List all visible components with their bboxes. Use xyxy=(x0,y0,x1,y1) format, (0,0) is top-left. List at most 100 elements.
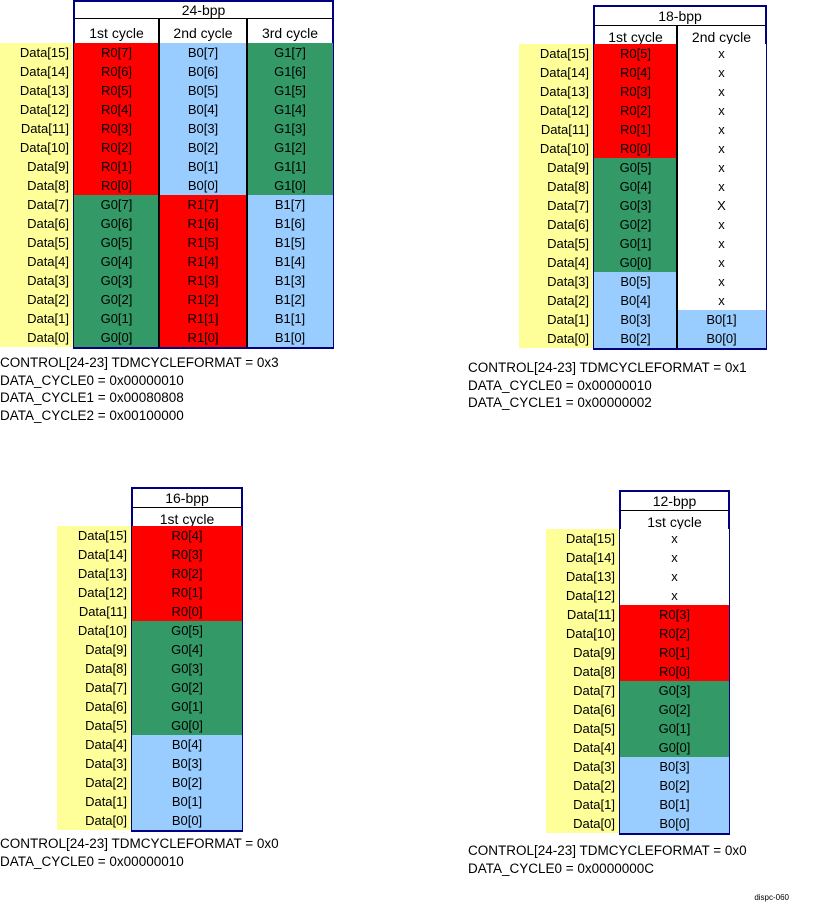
data-line-label: Data[0] xyxy=(519,329,593,348)
bit-cell: B0[3] xyxy=(594,310,677,329)
column-divider xyxy=(158,19,160,347)
register-setting: DATA_CYCLE1 = 0x00080808 xyxy=(0,390,184,405)
data-line-label: Data[14] xyxy=(519,63,593,82)
column-divider xyxy=(676,26,678,348)
bit-cell: G0[2] xyxy=(132,678,242,697)
data-line-label: Data[4] xyxy=(0,252,73,271)
data-line-label: Data[7] xyxy=(546,681,619,700)
data-line-label: Data[15] xyxy=(546,529,619,548)
bit-cell: B0[2] xyxy=(132,773,242,792)
bit-cell: R1[1] xyxy=(159,309,247,328)
register-setting: CONTROL[24-23] TDMCYCLEFORMAT = 0x1 xyxy=(468,360,747,375)
bit-cell: B0[5] xyxy=(594,272,677,291)
bit-cell: G0[3] xyxy=(132,659,242,678)
data-line-label: Data[4] xyxy=(57,735,131,754)
bit-cell: x xyxy=(620,529,729,548)
bit-cell: B1[2] xyxy=(247,290,333,309)
data-line-label: Data[6] xyxy=(546,700,619,719)
column-divider xyxy=(246,19,248,347)
data-line-label: Data[12] xyxy=(57,583,131,602)
bit-cell: x xyxy=(620,548,729,567)
bit-cell: B0[3] xyxy=(159,119,247,138)
bit-cell: R1[0] xyxy=(159,328,247,347)
bit-cell: G0[1] xyxy=(620,719,729,738)
bit-cell: G0[4] xyxy=(74,252,159,271)
data-line-label: Data[5] xyxy=(519,234,593,253)
bit-cell: R0[0] xyxy=(620,662,729,681)
data-line-label: Data[15] xyxy=(0,43,73,62)
figure-id: dispc-060 xyxy=(754,893,789,902)
data-line-label: Data[11] xyxy=(0,119,73,138)
data-line-label: Data[14] xyxy=(0,62,73,81)
bit-cell: B0[0] xyxy=(132,811,242,830)
bit-cell: G0[2] xyxy=(620,700,729,719)
bit-cell: R0[0] xyxy=(594,139,677,158)
bit-cell: B0[3] xyxy=(620,757,729,776)
data-line-label: Data[4] xyxy=(519,253,593,272)
bit-cell: G0[5] xyxy=(594,158,677,177)
bit-cell: B1[5] xyxy=(247,233,333,252)
data-line-label: Data[7] xyxy=(0,195,73,214)
bit-cell: R1[7] xyxy=(159,195,247,214)
bit-cell: R0[2] xyxy=(132,564,242,583)
data-line-label: Data[0] xyxy=(57,811,131,830)
bit-cell: R0[2] xyxy=(594,101,677,120)
data-line-label: Data[7] xyxy=(57,678,131,697)
data-line-label: Data[8] xyxy=(519,177,593,196)
data-line-label: Data[1] xyxy=(519,310,593,329)
bit-cell: R1[2] xyxy=(159,290,247,309)
register-setting: DATA_CYCLE0 = 0x00000010 xyxy=(468,377,652,393)
data-line-label: Data[11] xyxy=(57,602,131,621)
bit-cell: x xyxy=(677,215,766,234)
bit-cell: G0[3] xyxy=(594,196,677,215)
cycle-header: 2nd cycle xyxy=(691,29,752,45)
bit-cell: R0[0] xyxy=(74,176,159,195)
table-title: 16-bpp xyxy=(133,488,241,508)
bit-cell: R0[3] xyxy=(74,119,159,138)
bit-cell: x xyxy=(677,82,766,101)
data-line-label: Data[9] xyxy=(0,157,73,176)
bit-cell: R0[7] xyxy=(74,43,159,62)
bit-cell: x xyxy=(677,139,766,158)
bit-cell: B0[4] xyxy=(594,291,677,310)
bit-cell: B0[0] xyxy=(677,329,766,348)
bit-cell: B0[1] xyxy=(677,310,766,329)
data-line-label: Data[3] xyxy=(519,272,593,291)
bit-cell: R1[5] xyxy=(159,233,247,252)
bit-cell: R0[1] xyxy=(620,643,729,662)
bit-cell: G0[0] xyxy=(620,738,729,757)
bit-cell: x xyxy=(677,158,766,177)
data-line-label: Data[2] xyxy=(546,776,619,795)
bit-cell: G0[2] xyxy=(594,215,677,234)
data-line-label: Data[2] xyxy=(57,773,131,792)
data-line-label: Data[13] xyxy=(57,564,131,583)
bit-cell: R1[6] xyxy=(159,214,247,233)
bit-cell: R0[2] xyxy=(74,138,159,157)
bit-cell: B1[6] xyxy=(247,214,333,233)
data-line-label: Data[9] xyxy=(546,643,619,662)
data-line-label: Data[13] xyxy=(0,81,73,100)
bit-cell: G0[3] xyxy=(620,681,729,700)
cycle-header: 2nd cycle xyxy=(173,25,233,41)
data-line-label: Data[5] xyxy=(546,719,619,738)
bit-cell: R0[6] xyxy=(74,62,159,81)
bit-cell: B0[4] xyxy=(159,100,247,119)
data-line-label: Data[2] xyxy=(0,290,73,309)
data-line-label: Data[7] xyxy=(519,196,593,215)
data-line-label: Data[0] xyxy=(0,328,73,347)
bit-cell: R0[4] xyxy=(594,63,677,82)
bit-cell: B1[1] xyxy=(247,309,333,328)
data-line-label: Data[10] xyxy=(519,139,593,158)
data-line-label: Data[2] xyxy=(519,291,593,310)
bit-cell: B1[4] xyxy=(247,252,333,271)
bit-cell: B0[2] xyxy=(594,329,677,348)
data-line-label: Data[6] xyxy=(57,697,131,716)
data-line-label: Data[11] xyxy=(546,605,619,624)
bit-cell: x xyxy=(677,63,766,82)
bit-cell: x xyxy=(677,253,766,272)
bit-cell: G1[3] xyxy=(247,119,333,138)
data-line-label: Data[14] xyxy=(57,545,131,564)
bit-cell: B0[1] xyxy=(159,157,247,176)
bit-cell: G0[3] xyxy=(74,271,159,290)
bit-cell: x xyxy=(677,120,766,139)
